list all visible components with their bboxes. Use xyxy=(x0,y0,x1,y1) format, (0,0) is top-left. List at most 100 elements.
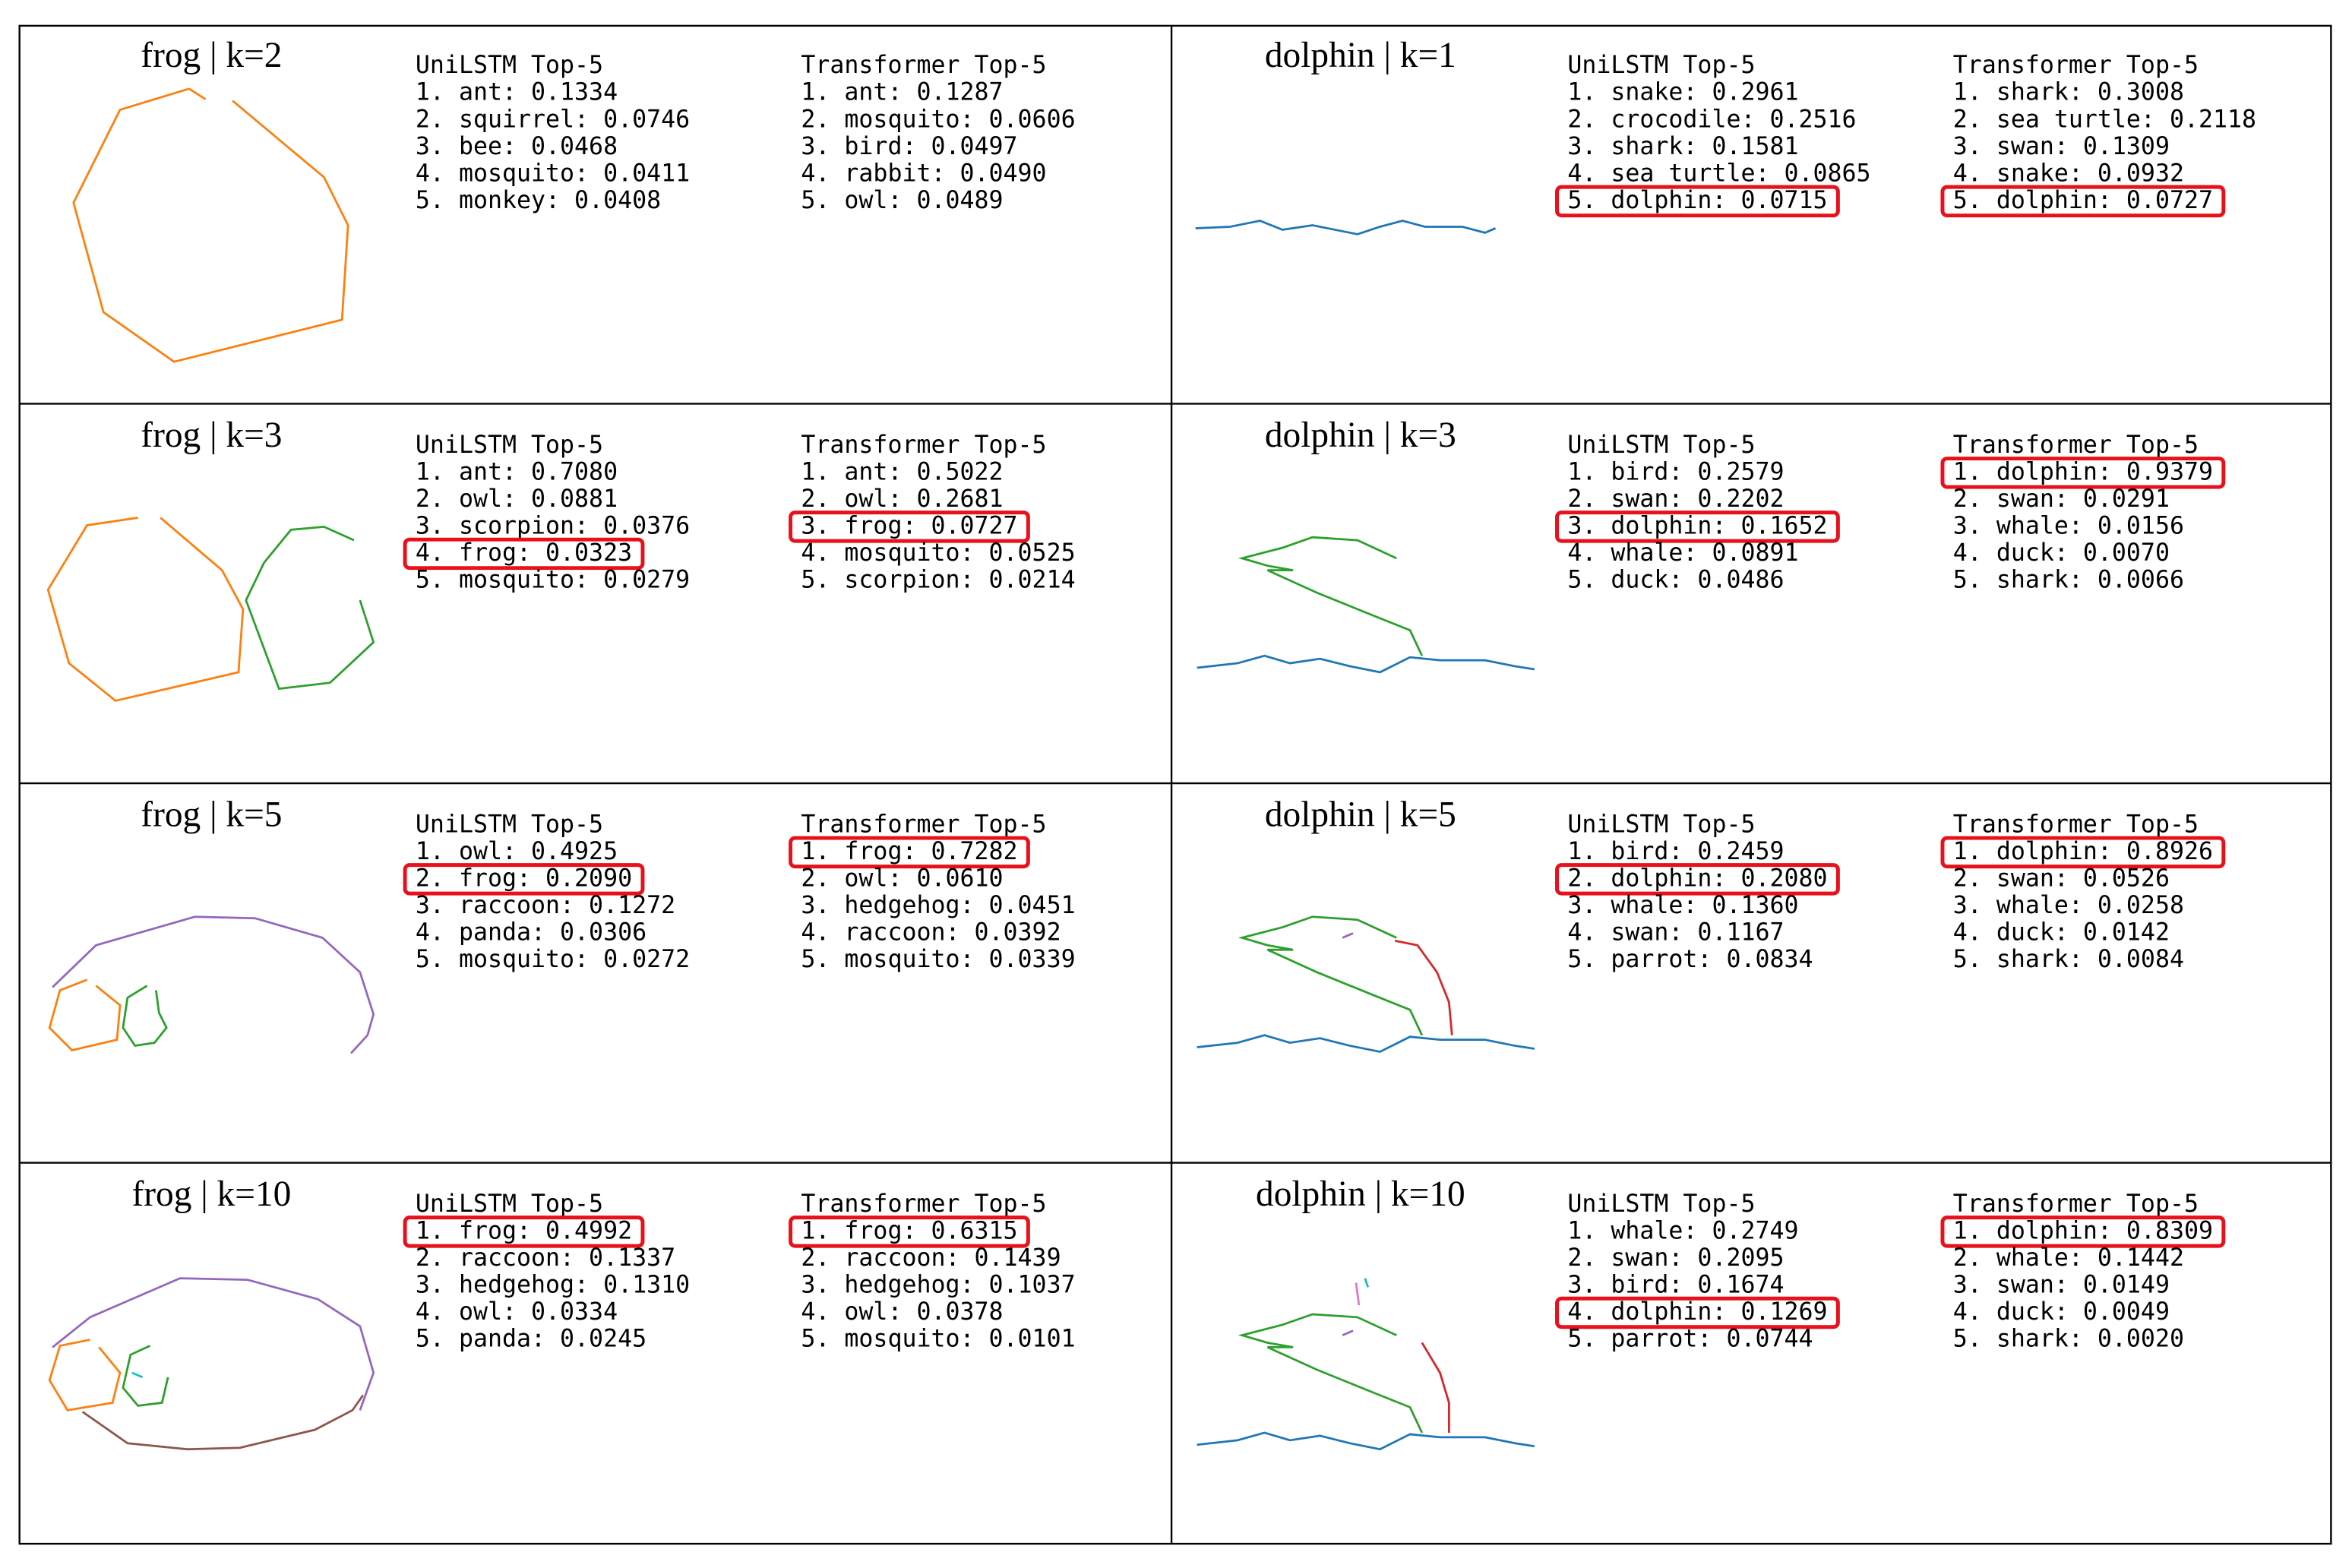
sketch-stroke xyxy=(1364,1278,1370,1288)
prediction: 1. ant: 0.1287 xyxy=(801,79,1003,106)
highlight-box xyxy=(1555,511,1840,543)
highlight-box xyxy=(1940,1216,2226,1248)
prediction: 1. frog: 0.6315 xyxy=(801,1217,1017,1244)
prediction: 5. panda: 0.0245 xyxy=(416,1326,646,1353)
panel-title: dolphin | k=5 xyxy=(1265,795,1456,834)
highlight-box xyxy=(1940,457,2226,489)
prediction: 1. ant: 0.1334 xyxy=(416,79,618,106)
sketch-stroke xyxy=(48,978,122,1051)
highlight-box xyxy=(1555,1296,1840,1329)
prediction: 2. mosquito: 0.0606 xyxy=(801,106,1075,133)
highlight-box xyxy=(1555,185,1840,218)
sketch-stroke xyxy=(1395,939,1453,1035)
prediction: 5. mosquito: 0.0101 xyxy=(801,1326,1075,1353)
column-header: Transformer Top-5 xyxy=(801,1190,1046,1218)
prediction: 3. bee: 0.0468 xyxy=(416,133,618,160)
highlight-box xyxy=(403,537,645,571)
prediction: 4. owl: 0.0334 xyxy=(416,1298,618,1326)
prediction: 2. owl: 0.2681 xyxy=(801,485,1003,513)
prediction: 4. duck: 0.0049 xyxy=(1953,1298,2170,1326)
highlight-box xyxy=(1940,836,2226,869)
prediction: 1. shark: 0.3008 xyxy=(1953,79,2184,106)
prediction: 2. squirrel: 0.0746 xyxy=(416,106,690,133)
sketch-stroke xyxy=(46,517,245,702)
prediction: 1. bird: 0.2579 xyxy=(1567,458,1784,485)
prediction: 3. bird: 0.0497 xyxy=(801,133,1017,160)
prediction: 2. owl: 0.0881 xyxy=(416,485,618,513)
prediction: 2. swan: 0.2202 xyxy=(1567,485,1784,513)
prediction: 2. raccoon: 0.1337 xyxy=(416,1244,675,1272)
sketch-stroke xyxy=(72,87,349,363)
column-header: Transformer Top-5 xyxy=(801,52,1046,79)
prediction: 3. whale: 0.0258 xyxy=(1953,892,2184,919)
highlight-box xyxy=(403,863,645,896)
sketch-stroke xyxy=(188,87,207,100)
sketch-stroke xyxy=(1342,1329,1354,1336)
prediction: 2. swan: 0.0291 xyxy=(1953,485,2170,513)
prediction: 4. sea turtle: 0.0865 xyxy=(1567,160,1870,187)
panel-title: dolphin | k=3 xyxy=(1265,416,1456,455)
column-header: UniLSTM Top-5 xyxy=(416,1190,603,1218)
prediction: 1. frog: 0.4992 xyxy=(416,1217,632,1244)
column-header: Transformer Top-5 xyxy=(801,432,1046,459)
highlight-box xyxy=(403,1216,645,1248)
sketch-stroke xyxy=(1195,220,1497,236)
prediction: 3. scorpion: 0.0376 xyxy=(416,512,690,539)
column-header: UniLSTM Top-5 xyxy=(416,52,603,79)
prediction: 4. panda: 0.0306 xyxy=(416,918,646,946)
prediction: 3. whale: 0.1360 xyxy=(1567,892,1798,919)
sketch-stroke xyxy=(52,915,375,1054)
prediction: 2. swan: 0.0526 xyxy=(1953,865,2170,892)
column-header: Transformer Top-5 xyxy=(1953,1190,2199,1218)
prediction: 5. duck: 0.0486 xyxy=(1567,566,1784,593)
sketch-stroke xyxy=(245,525,375,691)
prediction: 1. snake: 0.2961 xyxy=(1567,79,1798,106)
highlight-box xyxy=(789,511,1030,543)
column-header: UniLSTM Top-5 xyxy=(416,432,603,459)
prediction: 3. swan: 0.0149 xyxy=(1953,1271,2170,1298)
prediction: 3. frog: 0.0727 xyxy=(801,512,1017,539)
prediction: 3. hedgehog: 0.0451 xyxy=(801,892,1075,919)
prediction: 3. swan: 0.1309 xyxy=(1953,133,2170,160)
prediction: 4. whale: 0.0891 xyxy=(1567,539,1798,567)
prediction: 4. duck: 0.0142 xyxy=(1953,918,2170,946)
prediction: 5. dolphin: 0.0715 xyxy=(1567,187,1827,214)
prediction: 5. scorpion: 0.0214 xyxy=(801,566,1075,593)
sketch-stroke xyxy=(1342,932,1354,939)
sketch-stroke xyxy=(1197,1431,1535,1451)
sketch-stroke xyxy=(1197,1034,1535,1053)
prediction: 1. dolphin: 0.8926 xyxy=(1953,838,2213,865)
prediction: 2. sea turtle: 0.2118 xyxy=(1953,106,2256,133)
prediction: 2. frog: 0.2090 xyxy=(416,865,632,892)
column-header: UniLSTM Top-5 xyxy=(1567,432,1755,459)
frame xyxy=(18,24,2332,1545)
prediction: 5. mosquito: 0.0279 xyxy=(416,566,690,593)
prediction: 5. shark: 0.0084 xyxy=(1953,946,2184,973)
prediction: 3. hedgehog: 0.1310 xyxy=(416,1271,690,1298)
column-header: UniLSTM Top-5 xyxy=(1567,811,1755,838)
sketch-stroke xyxy=(122,985,168,1048)
panel-title: dolphin | k=10 xyxy=(1256,1174,1465,1214)
prediction: 1. dolphin: 0.9379 xyxy=(1953,458,2213,485)
prediction: 3. dolphin: 0.1652 xyxy=(1567,512,1827,539)
prediction: 1. bird: 0.2459 xyxy=(1567,838,1784,865)
sketch-stroke xyxy=(1421,1342,1450,1433)
sketch-stroke xyxy=(122,1345,169,1407)
prediction: 5. monkey: 0.0408 xyxy=(416,187,661,214)
panel-title: frog | k=3 xyxy=(141,416,282,455)
prediction: 2. dolphin: 0.2080 xyxy=(1567,865,1827,892)
highlight-box xyxy=(1555,863,1840,896)
prediction: 3. bird: 0.1674 xyxy=(1567,1271,1784,1298)
highlight-box xyxy=(1940,185,2226,218)
prediction: 5. shark: 0.0066 xyxy=(1953,566,2184,593)
sketch-stroke xyxy=(1238,536,1424,656)
prediction: 4. swan: 0.1167 xyxy=(1567,918,1784,946)
sketch-stroke xyxy=(52,1277,375,1411)
prediction: 4. owl: 0.0378 xyxy=(801,1298,1003,1326)
sketch-stroke xyxy=(131,1371,144,1379)
prediction: 1. whale: 0.2749 xyxy=(1567,1217,1798,1244)
column-header: Transformer Top-5 xyxy=(801,811,1046,838)
prediction: 3. hedgehog: 0.1037 xyxy=(801,1271,1075,1298)
prediction: 4. duck: 0.0070 xyxy=(1953,539,2170,567)
